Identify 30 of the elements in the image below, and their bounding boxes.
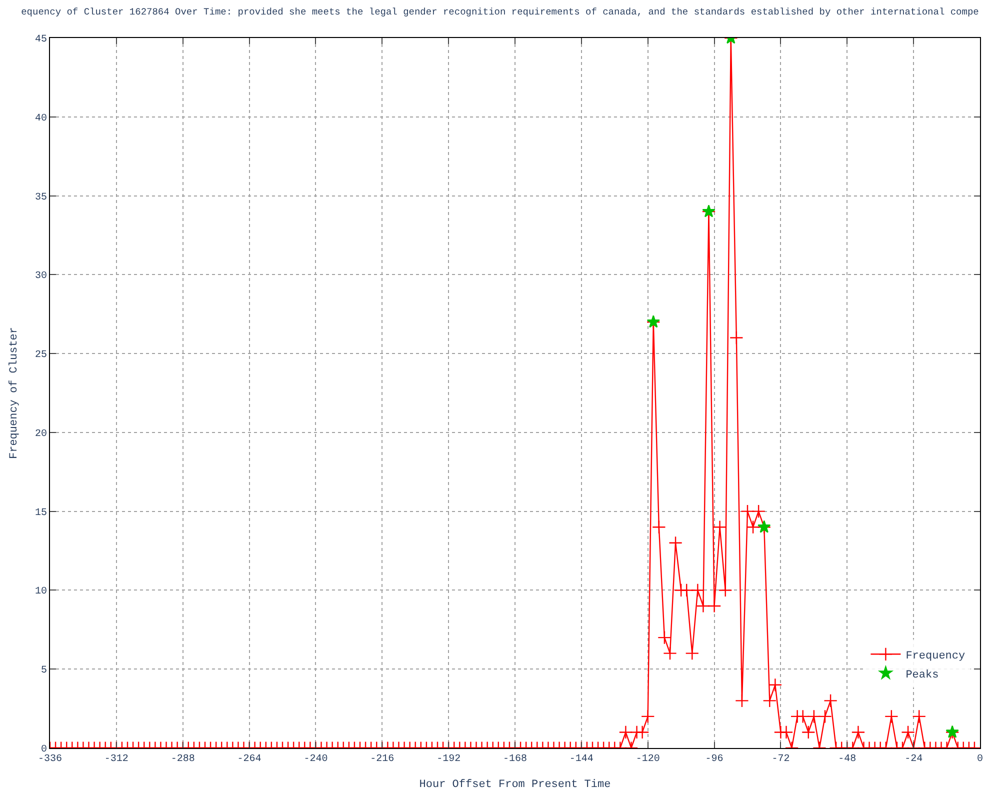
x-tick-label: -120 <box>636 754 660 765</box>
legend-label: Frequency <box>906 650 966 662</box>
y-tick-label: 10 <box>34 586 47 598</box>
x-tick-label: -96 <box>705 754 724 765</box>
y-tick-label: 5 <box>40 666 47 677</box>
x-tick-label: -168 <box>502 754 528 765</box>
y-tick-label: 40 <box>34 113 47 124</box>
y-tick-label: 25 <box>34 350 47 362</box>
x-tick-label: -48 <box>838 754 856 765</box>
x-tick-label: -240 <box>304 754 328 765</box>
x-axis-title: Hour Offset From Present Time <box>419 779 611 792</box>
y-tick-label: 15 <box>34 508 47 519</box>
x-tick-label: -336 <box>38 754 62 765</box>
x-tick-label: -144 <box>569 754 594 765</box>
x-tick-label: -216 <box>370 754 394 765</box>
y-tick-label: 20 <box>34 428 47 440</box>
x-tick-label: -312 <box>104 754 128 765</box>
x-tick-label: -24 <box>904 754 923 765</box>
x-tick-label: -72 <box>772 754 790 765</box>
x-tick-label: 0 <box>976 754 984 765</box>
y-tick-label: 35 <box>34 192 47 204</box>
y-tick-label: 45 <box>34 34 47 46</box>
legend-label: Peaks <box>906 669 939 682</box>
x-tick-label: -288 <box>170 754 195 765</box>
y-tick-label: 30 <box>34 271 47 282</box>
x-tick-label: -192 <box>436 754 461 765</box>
x-tick-label: -264 <box>237 754 262 765</box>
chart-title: equency of Cluster 1627864 Over Time: provided she meets the legal gender recognition requirements of canada, and the standards established by other international compe <box>21 6 980 18</box>
y-tick-label: 0 <box>40 744 47 756</box>
y-axis-title: Frequency of Cluster <box>8 326 21 460</box>
